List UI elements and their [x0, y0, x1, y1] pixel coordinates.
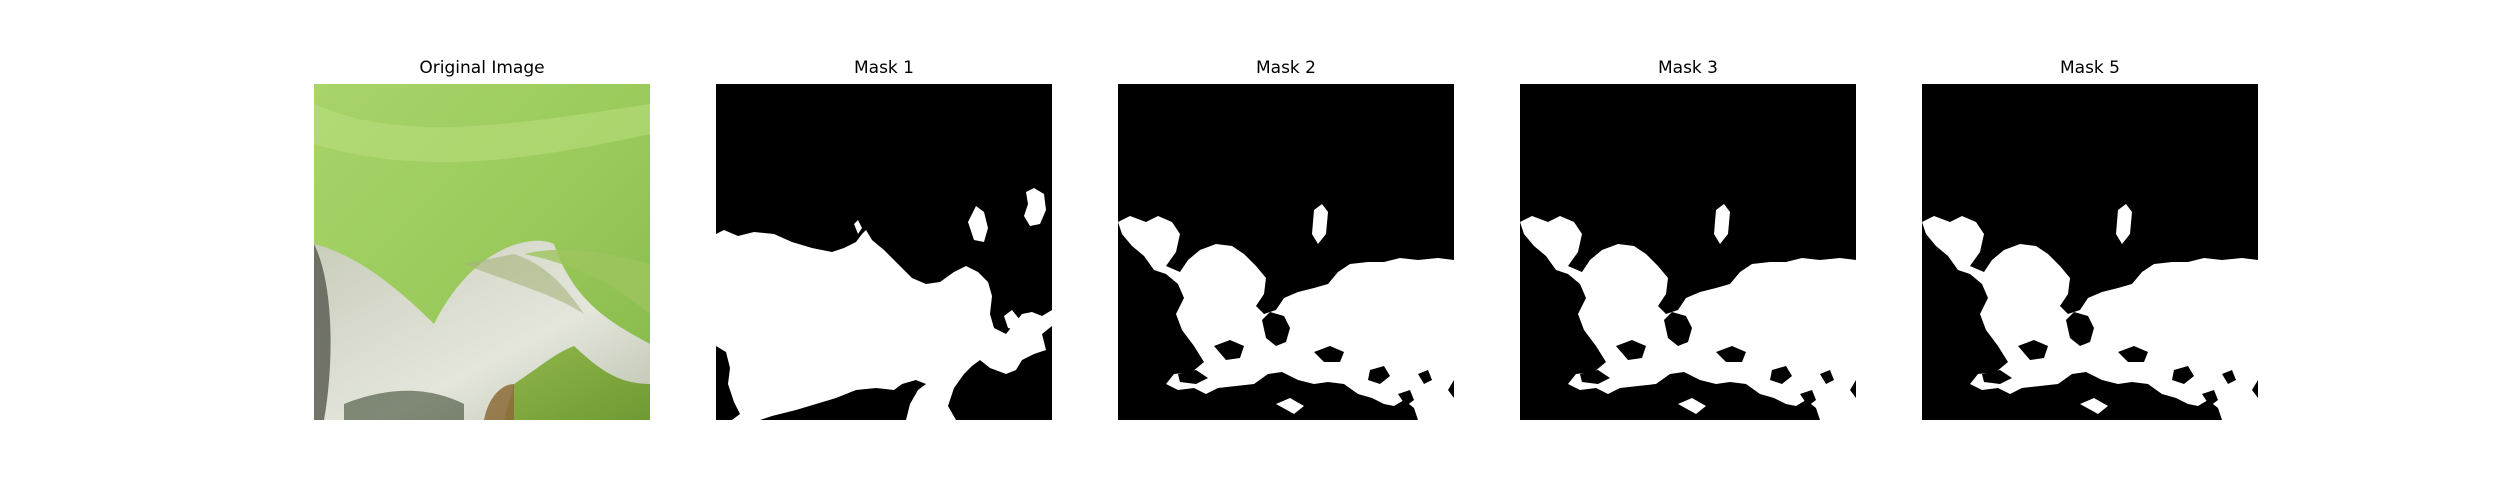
mask-image	[1118, 84, 1454, 420]
panel-title: Mask 5	[2059, 58, 2120, 78]
panel-mask-5: Mask 5	[1922, 0, 2258, 500]
original-image	[314, 84, 650, 420]
panel-title: Mask 2	[1255, 58, 1316, 78]
panel-title: Mask 1	[853, 58, 914, 78]
mask-image	[716, 84, 1052, 420]
panel-mask-2: Mask 2	[1118, 0, 1454, 500]
panel-original: Original Image	[314, 0, 650, 500]
panel-mask-1: Mask 1	[716, 0, 1052, 500]
mask-image	[1520, 84, 1856, 420]
mask-image	[1922, 84, 2258, 420]
panel-title: Mask 3	[1657, 58, 1718, 78]
panel-title: Original Image	[419, 58, 545, 78]
panel-mask-3: Mask 3	[1520, 0, 1856, 500]
